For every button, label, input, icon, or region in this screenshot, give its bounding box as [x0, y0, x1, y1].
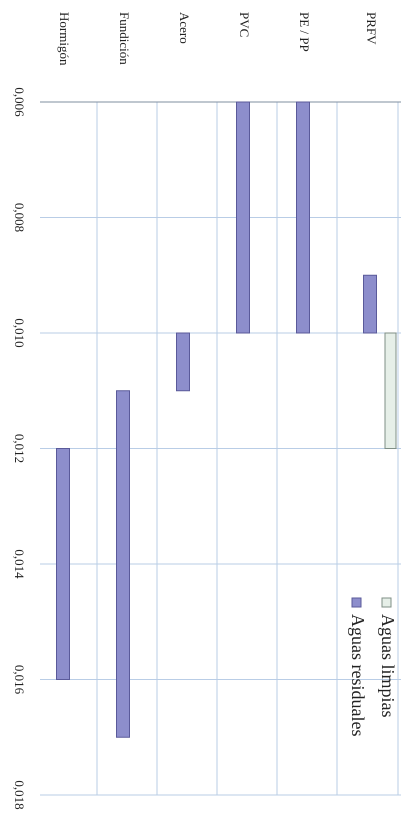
tick-label: 0,018	[12, 780, 27, 809]
bar-aguas-residuales	[56, 448, 70, 680]
category-label: Hormigón	[57, 12, 72, 66]
legend-swatch	[351, 597, 362, 608]
legend: Aguas limpias Aguas residuales	[348, 597, 398, 736]
tick-label-group: 0,014	[12, 549, 27, 579]
category-label-group: Hormigón	[57, 12, 72, 66]
category-label-group: Fundición	[117, 12, 132, 65]
tick-label-group: 0,016	[12, 665, 27, 695]
tick-label: 0,012	[12, 434, 27, 463]
bar-aguas-residuales	[236, 101, 250, 334]
category-label: PRFV	[364, 12, 379, 45]
legend-swatch	[381, 597, 392, 608]
bar-aguas-residuales	[116, 390, 130, 738]
category-label-group: PE / PP	[297, 12, 312, 52]
tick-label-group: 0,010	[12, 318, 27, 347]
tick-label-group: 0,006	[12, 87, 27, 117]
bar-aguas-residuales	[363, 274, 377, 334]
bar-aguas-limpias	[384, 332, 397, 449]
tick-label-group: 0,008	[12, 203, 27, 232]
tick-label: 0,010	[12, 318, 27, 347]
category-label: PE / PP	[297, 12, 312, 52]
tick-label: 0,006	[12, 87, 27, 117]
tick-label: 0,016	[12, 665, 27, 695]
bar-aguas-residuales	[176, 332, 190, 392]
category-label: Fundición	[117, 12, 132, 65]
category-label-group: Acero	[177, 12, 192, 44]
category-label: Acero	[177, 12, 192, 44]
tick-label: 0,008	[12, 203, 27, 232]
legend-label: Aguas limpias	[378, 614, 398, 718]
category-label-group: PRFV	[364, 12, 379, 45]
legend-label: Aguas residuales	[348, 614, 368, 736]
bar-aguas-residuales	[296, 101, 310, 334]
category-label-group: PVC	[237, 12, 252, 37]
tick-label-group: 0,012	[12, 434, 27, 463]
tick-label: 0,014	[12, 549, 27, 579]
tick-label-group: 0,018	[12, 780, 27, 809]
category-label: PVC	[237, 12, 252, 37]
